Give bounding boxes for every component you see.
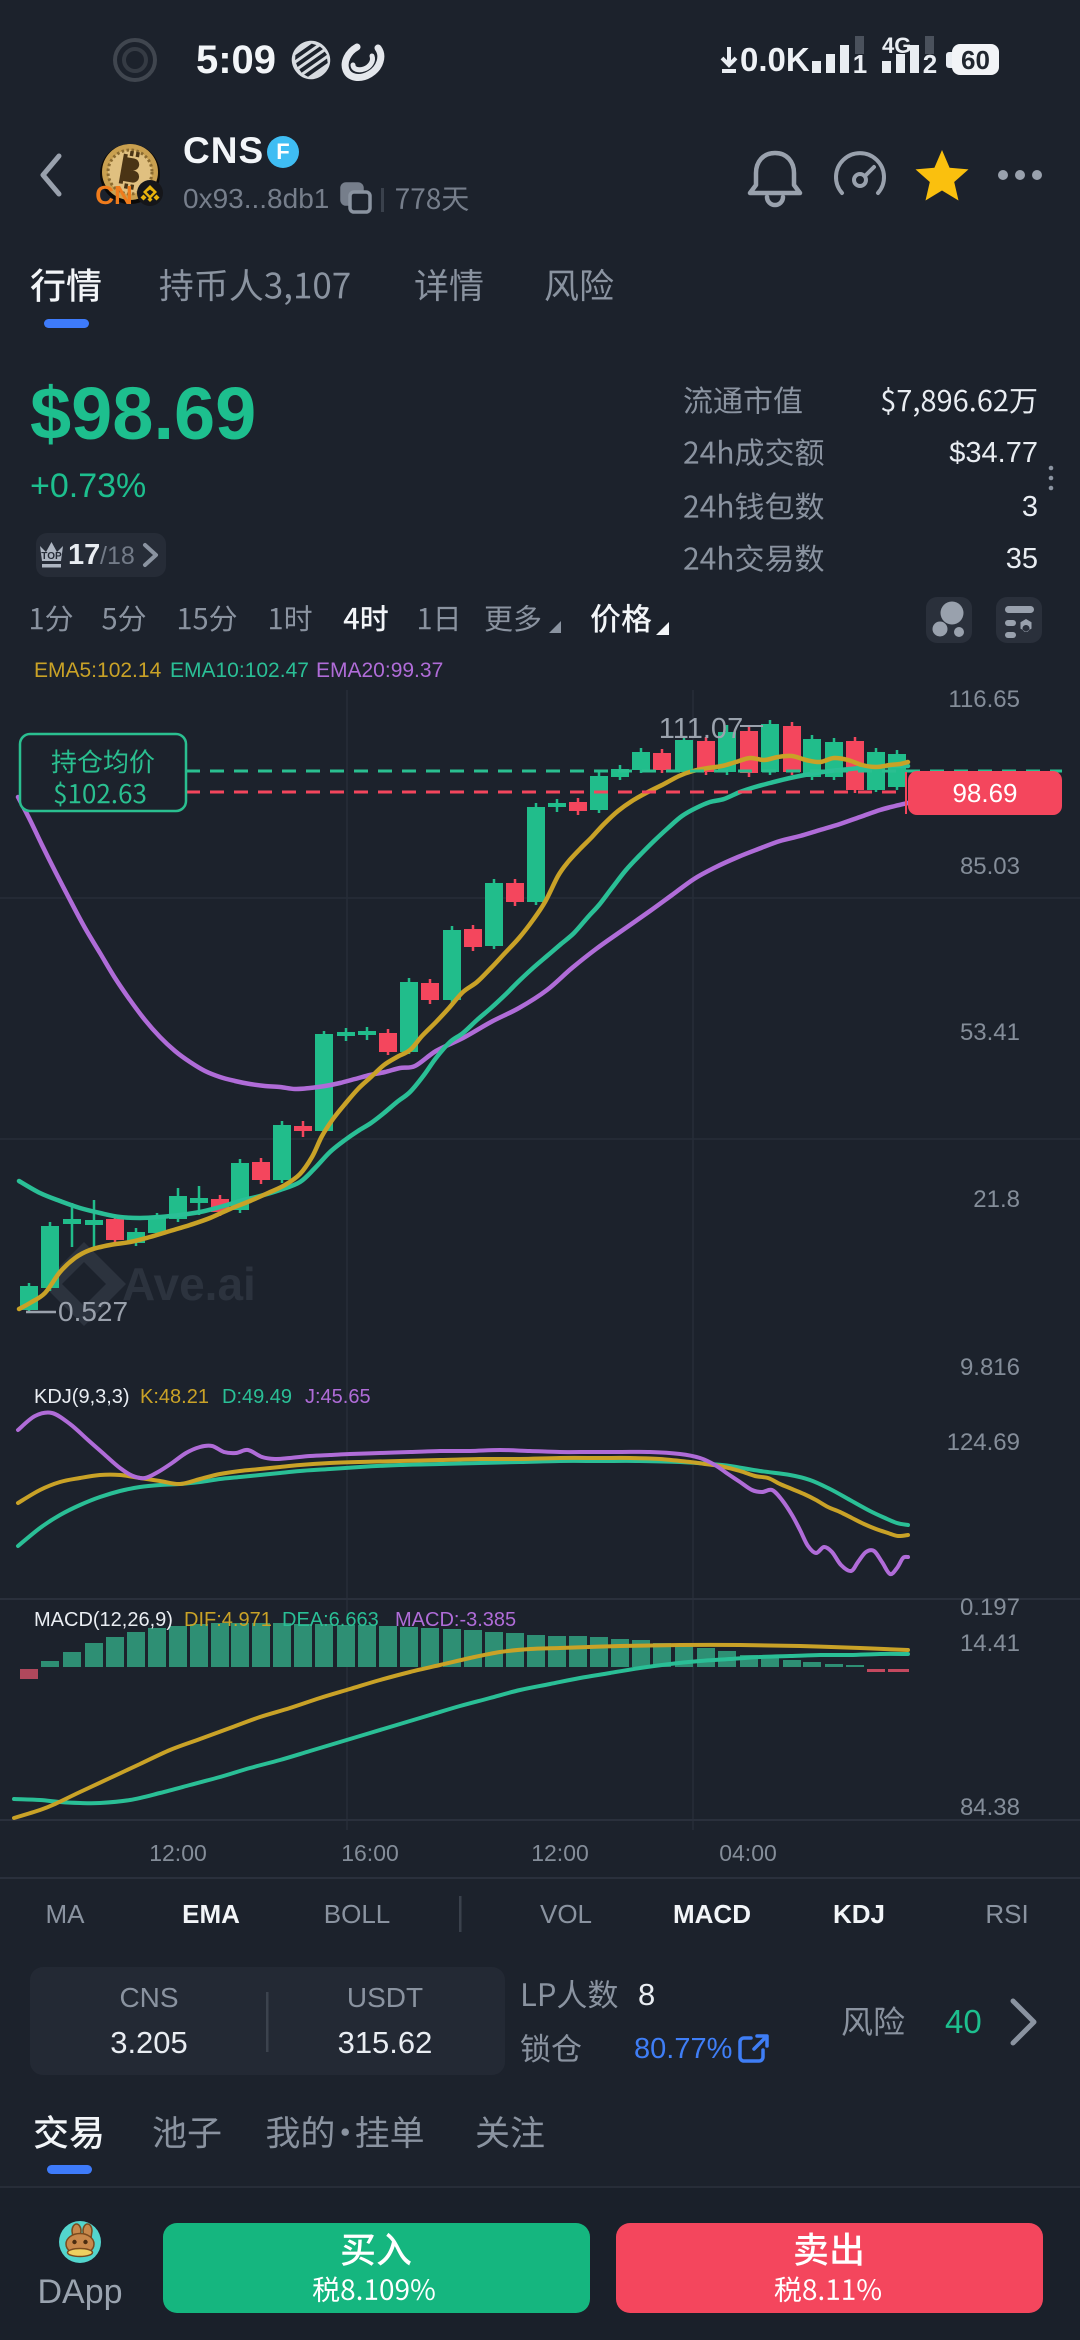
svg-text:1: 1: [853, 49, 867, 79]
svg-text:2: 2: [923, 49, 937, 79]
svg-text:60: 60: [961, 45, 990, 75]
svg-text:TOP: TOP: [41, 551, 62, 562]
